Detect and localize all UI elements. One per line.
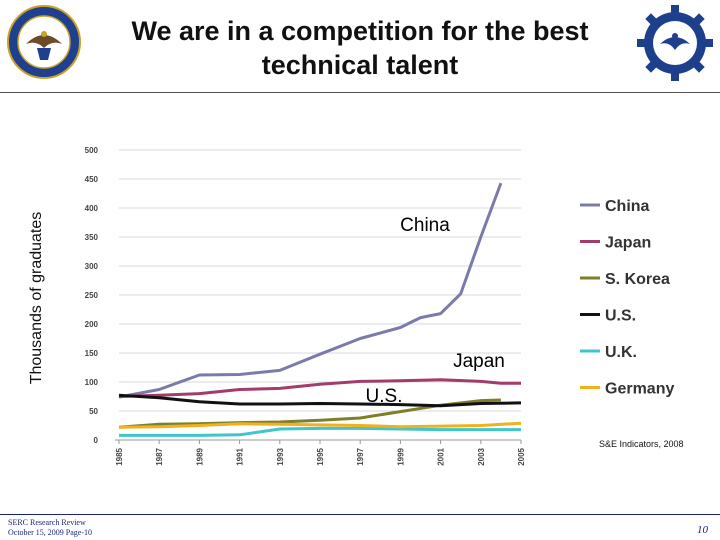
annotation-japan: Japan xyxy=(453,351,505,372)
series-line-japan xyxy=(118,378,521,398)
x-tick-label: 1995 xyxy=(316,447,325,465)
x-tick-label: 1993 xyxy=(276,447,285,465)
footer-line-1: SERC Research Review xyxy=(8,518,86,527)
y-tick-label: 300 xyxy=(85,262,99,271)
annotation-china: China xyxy=(400,215,450,236)
legend-label-u-k: U.K. xyxy=(605,344,637,361)
footer-line-2: October 15, 2009 Page-10 xyxy=(8,528,92,537)
series-line-u-k xyxy=(119,426,521,437)
x-tick-label: 2003 xyxy=(477,447,486,465)
footer-divider xyxy=(0,514,720,515)
y-tick-label: 450 xyxy=(85,175,99,184)
title-line-2: technical talent xyxy=(261,50,459,80)
x-tick-label: 1999 xyxy=(396,447,405,465)
y-tick-label: 200 xyxy=(85,320,99,329)
legend-label-china: China xyxy=(605,198,650,215)
sercs-gear-logo xyxy=(636,4,714,87)
legend-label-s-korea: S. Korea xyxy=(605,271,670,288)
x-tick-label: 1991 xyxy=(236,447,245,465)
series-line-u-s xyxy=(118,393,522,408)
series-line-germany xyxy=(118,421,522,429)
annotation-us: U.S. xyxy=(366,386,403,407)
x-tick-label: 1987 xyxy=(155,447,164,465)
x-tick-label: 1989 xyxy=(195,447,204,465)
x-tick-label: 1997 xyxy=(356,447,365,465)
y-tick-label: 250 xyxy=(85,291,99,300)
title-line-1: We are in a competition for the best xyxy=(131,16,589,46)
source-note: S&E Indicators, 2008 xyxy=(599,439,684,449)
y-tick-label: 400 xyxy=(85,204,99,213)
y-tick-label: 500 xyxy=(85,146,99,155)
department-of-defense-seal xyxy=(6,4,82,85)
y-tick-label: 350 xyxy=(85,233,99,242)
y-tick-label: 100 xyxy=(85,378,99,387)
x-tick-label: 2001 xyxy=(437,447,446,465)
series-line-china xyxy=(118,182,503,399)
y-tick-label: 150 xyxy=(85,349,99,358)
y-tick-label: 50 xyxy=(89,407,98,416)
header-divider xyxy=(0,92,720,93)
graduates-line-chart: Thousands of graduates 0 50 100 150 200 250 30… xyxy=(28,146,684,466)
slide-title: We are in a competition for the best tec… xyxy=(80,14,640,82)
footer-citation: SERC Research Review October 15, 2009 Pa… xyxy=(8,518,92,538)
x-tick-label: 2005 xyxy=(517,447,526,465)
legend-label-germany: Germany xyxy=(605,381,674,398)
y-axis-label: Thousands of graduates xyxy=(28,212,45,385)
page-number: 10 xyxy=(697,524,708,536)
y-tick-label: 0 xyxy=(94,436,99,445)
x-tick-label: 1985 xyxy=(115,447,124,465)
legend-label-u-s: U.S. xyxy=(605,308,636,325)
legend-label-japan: Japan xyxy=(605,235,651,252)
